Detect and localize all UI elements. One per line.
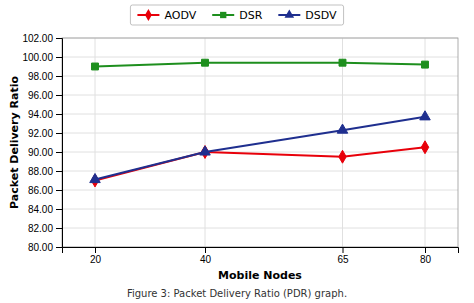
x-axis-title: Mobile Nodes xyxy=(218,269,302,282)
y-tick: 84.00 xyxy=(28,204,62,215)
x-tick: 80 xyxy=(420,247,432,265)
series-marker xyxy=(420,111,431,120)
x-tick-label: 40 xyxy=(200,254,212,265)
x-tick-label: 65 xyxy=(337,254,349,265)
series-marker xyxy=(421,141,428,154)
legend-item: DSDV xyxy=(278,9,337,22)
y-tick: 80.00 xyxy=(28,242,62,253)
legend-label: AODV xyxy=(164,9,196,22)
y-tick-label: 82.00 xyxy=(28,223,53,234)
y-tick: 82.00 xyxy=(28,223,62,234)
y-tick-mark xyxy=(56,171,62,172)
series-marker xyxy=(339,59,346,66)
series-marker xyxy=(339,150,346,163)
y-tick-label: 98.00 xyxy=(28,71,53,82)
y-tick-label: 86.00 xyxy=(28,185,53,196)
x-tick: 20 xyxy=(90,247,102,265)
x-tick-label: 20 xyxy=(90,254,102,265)
y-tick-label: 102.00 xyxy=(22,33,53,44)
legend: AODV DSR DSDV xyxy=(130,5,343,25)
y-tick-mark xyxy=(56,209,62,210)
y-tick-mark xyxy=(56,247,62,248)
y-axis-line xyxy=(56,39,63,248)
y-tick-mark xyxy=(56,133,62,134)
y-tick-mark xyxy=(56,38,62,39)
grid-line-y xyxy=(62,57,458,58)
series-line xyxy=(95,117,425,180)
series-marker xyxy=(200,146,211,155)
y-tick: 92.00 xyxy=(28,128,62,139)
y-axis-title: Packet Delivery Ratio xyxy=(8,76,21,209)
x-tick-mark xyxy=(343,247,344,253)
grid-line-y xyxy=(62,95,458,96)
x-tick-mark xyxy=(205,247,206,253)
y-tick-label: 88.00 xyxy=(28,166,53,177)
series-marker xyxy=(90,173,101,182)
grid-line-y xyxy=(62,152,458,153)
series-marker xyxy=(202,59,209,66)
y-tick: 94.00 xyxy=(28,109,62,120)
y-tick-label: 80.00 xyxy=(28,242,53,253)
y-axis: 80.00 82.00 84.00 86.00 88.00 90.00 92.00 94.00… xyxy=(22,33,62,253)
y-tick-mark xyxy=(56,76,62,77)
plot: 20 40 65 80 80.00 82.00 84.00 86.00 88.00 90.00 92… xyxy=(22,33,458,265)
y-tick: 98.00 xyxy=(28,71,62,82)
chart: 20 40 65 80 80.00 82.00 84.00 86.00 88.00 90.00 92… xyxy=(0,0,474,303)
grid-line-y xyxy=(62,190,458,191)
x-tick-label: 80 xyxy=(420,254,432,265)
grid-line-y xyxy=(62,133,458,134)
legend-label: DSR xyxy=(239,9,262,22)
x-tick-mark xyxy=(425,247,426,253)
grid xyxy=(62,38,458,247)
legend-box xyxy=(130,5,343,25)
grid-line-y xyxy=(62,76,458,77)
y-tick-label: 92.00 xyxy=(28,128,53,139)
y-tick-label: 84.00 xyxy=(28,204,53,215)
grid-line-y xyxy=(62,209,458,210)
grid-line-y xyxy=(62,114,458,115)
legend-swatch-marker xyxy=(220,12,226,18)
x-axis-line xyxy=(63,248,459,254)
y-tick: 96.00 xyxy=(28,90,62,101)
legend-item: DSR xyxy=(212,9,262,22)
series-marker xyxy=(422,61,429,68)
legend-item: AODV xyxy=(137,9,196,22)
y-tick-mark xyxy=(56,95,62,96)
legend-swatch-marker xyxy=(145,9,152,21)
y-tick-label: 100.00 xyxy=(22,52,53,63)
y-tick: 90.00 xyxy=(28,147,62,158)
legend-label: DSDV xyxy=(305,9,337,22)
x-tick: 40 xyxy=(200,247,212,265)
y-tick-label: 90.00 xyxy=(28,147,53,158)
grid-line-x xyxy=(342,38,343,247)
legend-swatch-marker xyxy=(285,9,295,17)
y-tick: 86.00 xyxy=(28,185,62,196)
y-tick: 100.00 xyxy=(22,52,62,63)
y-tick-mark xyxy=(56,57,62,58)
y-tick: 102.00 xyxy=(22,33,62,44)
series-marker xyxy=(92,63,99,70)
x-axis: 20 40 65 80 xyxy=(63,247,459,265)
y-tick-label: 96.00 xyxy=(28,90,53,101)
series-line xyxy=(95,147,425,180)
grid-line-x xyxy=(205,38,206,247)
grid-line-y xyxy=(62,228,458,229)
plot-frame xyxy=(62,38,458,247)
x-tick-mark xyxy=(95,247,96,253)
y-tick: 88.00 xyxy=(28,166,62,177)
y-tick-mark xyxy=(56,190,62,191)
series-marker xyxy=(337,124,348,133)
y-tick-mark xyxy=(56,152,62,153)
y-tick-label: 94.00 xyxy=(28,109,53,120)
caption: Figure 3: Packet Delivery Ratio (PDR) gr… xyxy=(127,288,347,299)
marks xyxy=(90,59,431,187)
x-tick: 65 xyxy=(337,247,349,265)
y-tick-mark xyxy=(56,228,62,229)
y-tick-mark xyxy=(56,114,62,115)
series-line xyxy=(95,63,425,67)
grid-line-y xyxy=(62,171,458,172)
